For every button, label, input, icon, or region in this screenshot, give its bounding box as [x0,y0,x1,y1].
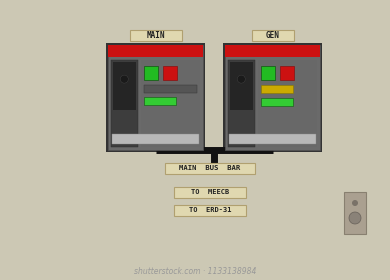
Bar [225,45,320,150]
Bar [129,29,181,41]
Bar [225,45,320,57]
Bar [108,45,203,150]
Bar [113,62,136,110]
Bar [228,60,255,147]
Circle shape [237,75,245,83]
Bar [163,66,177,80]
Bar [252,29,294,41]
Circle shape [120,75,128,83]
Bar [111,60,138,147]
Bar [261,66,275,80]
Bar [106,43,205,152]
Bar [108,45,203,57]
Bar [144,66,158,80]
Bar [112,134,199,144]
Bar [223,43,322,152]
Bar [229,134,316,144]
Bar [141,60,200,147]
Bar [230,62,253,110]
Text: TO  MEECB: TO MEECB [191,189,229,195]
Bar [174,186,246,197]
Text: TO  ERD-31: TO ERD-31 [189,207,231,213]
Text: shutterstock.com · 1133138984: shutterstock.com · 1133138984 [134,267,256,277]
Bar [258,60,317,147]
Bar [261,98,293,106]
Bar [165,162,255,174]
Bar [174,204,246,216]
Bar [261,85,293,93]
Bar [144,85,197,93]
Text: MAIN: MAIN [146,31,165,39]
Bar [144,97,176,105]
Bar [344,192,366,234]
Bar [280,66,294,80]
Text: GEN: GEN [266,31,280,39]
Text: MAIN  BUS  BAR: MAIN BUS BAR [179,165,241,171]
Circle shape [349,212,361,224]
Circle shape [352,200,358,206]
